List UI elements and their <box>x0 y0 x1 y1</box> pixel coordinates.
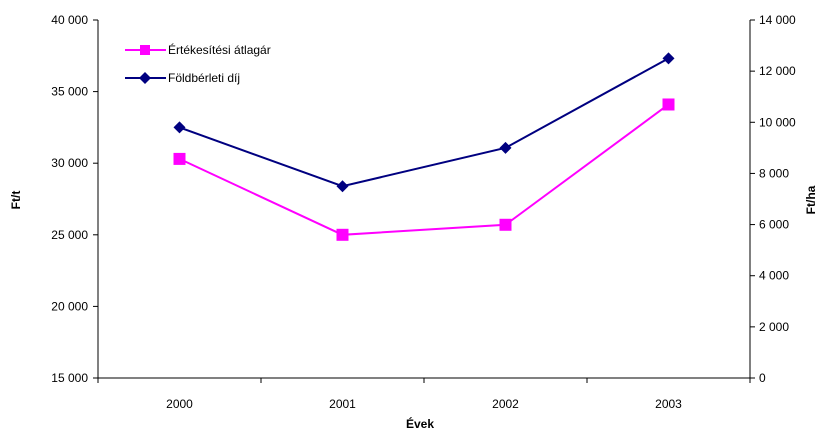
chart-series <box>173 52 675 241</box>
x-axis-title: Évek <box>406 416 434 431</box>
right-tick-label: 2 000 <box>759 320 789 334</box>
right-tick-label: 0 <box>759 371 766 385</box>
right-tick-label: 10 000 <box>759 115 796 129</box>
x-tick-label: 2002 <box>492 397 519 411</box>
series-1 <box>173 52 675 193</box>
right-tick-label: 4 000 <box>759 269 789 283</box>
series-line <box>179 57 669 188</box>
legend-label-land-rent: Földbérleti díj <box>168 71 240 85</box>
x-tick-label: 2001 <box>329 397 356 411</box>
right-tick-label: 12 000 <box>759 64 796 78</box>
data-point-square <box>336 228 349 241</box>
legend-item-land-rent: Földbérleti díj <box>125 71 240 85</box>
left-tick-label: 15 000 <box>51 371 88 385</box>
legend-marker-square <box>140 45 150 55</box>
data-point-diamond <box>173 121 186 134</box>
legend-label-sales-price: Értékesítési átlagár <box>168 42 271 57</box>
left-tick-label: 20 000 <box>51 299 88 313</box>
left-axis-ticks: 15 000 20 000 25 000 30 000 35 000 40 000 <box>51 13 98 385</box>
x-tick-label: 2000 <box>166 397 193 411</box>
data-point-diamond <box>662 52 675 65</box>
legend-marker-diamond <box>139 72 151 84</box>
legend-item-sales-price: Értékesítési átlagár <box>125 42 271 57</box>
data-point-square <box>499 218 512 231</box>
right-axis-title: Ft/ha <box>804 185 818 214</box>
data-point-square <box>662 98 675 111</box>
series-line <box>179 103 670 236</box>
x-axis-ticks: 2000 2001 2002 2003 <box>97 378 751 411</box>
data-point-diamond <box>499 141 512 154</box>
series-0 <box>173 98 675 241</box>
right-axis-ticks: 0 2 000 4 000 6 000 8 000 10 000 12 000 14 000 <box>750 13 796 385</box>
left-axis-title: Ft/t <box>9 191 23 210</box>
data-point-diamond <box>336 180 349 193</box>
left-tick-label: 30 000 <box>51 156 88 170</box>
right-tick-label: 14 000 <box>759 13 796 27</box>
left-tick-label: 35 000 <box>51 85 88 99</box>
chart-legend: Értékesítési átlagár Földbérleti díj <box>125 42 271 85</box>
right-tick-label: 6 000 <box>759 218 789 232</box>
left-tick-label: 40 000 <box>51 13 88 27</box>
data-point-square <box>173 152 186 165</box>
left-tick-label: 25 000 <box>51 228 88 242</box>
x-tick-label: 2003 <box>655 397 682 411</box>
right-tick-label: 8 000 <box>759 166 789 180</box>
